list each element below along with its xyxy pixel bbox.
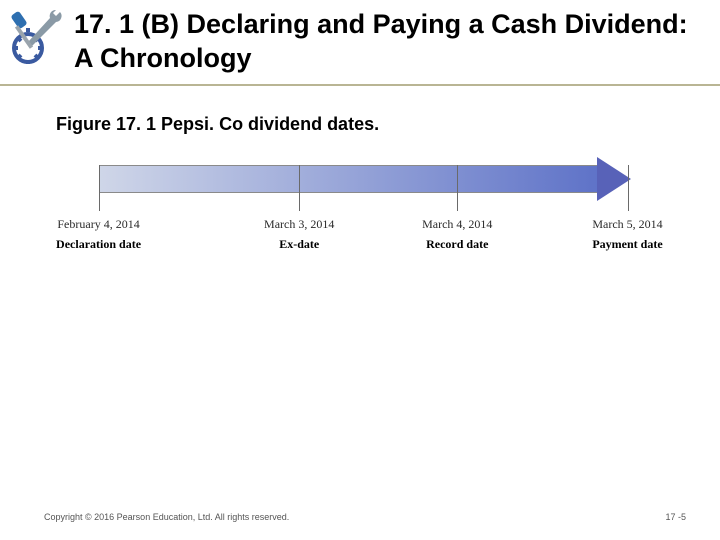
timeline-date: March 5, 2014	[592, 217, 662, 232]
header: 17. 1 (B) Declaring and Paying a Cash Di…	[0, 0, 720, 86]
timeline-tick	[299, 165, 300, 211]
timeline-date: March 4, 2014	[422, 217, 492, 232]
timeline-tick	[457, 165, 458, 211]
timeline-arrow-head	[597, 157, 631, 201]
wrench-icon	[28, 10, 62, 46]
timeline-label: Declaration date	[56, 237, 141, 252]
timeline-tick	[99, 165, 100, 211]
timeline-tick	[628, 165, 629, 211]
timeline-label: Ex-date	[279, 237, 319, 252]
slide-title: 17. 1 (B) Declaring and Paying a Cash Di…	[74, 6, 700, 76]
figure-caption: Figure 17. 1 Pepsi. Co dividend dates.	[0, 86, 720, 135]
slide: 17. 1 (B) Declaring and Paying a Cash Di…	[0, 0, 720, 540]
page-number: 17 -5	[665, 512, 686, 522]
timeline: February 4, 2014 Declaration date March 3,…	[56, 165, 664, 285]
timeline-arrow-body	[99, 165, 598, 193]
footer: Copyright © 2016 Pearson Education, Ltd.…	[0, 512, 720, 522]
timeline-label: Payment date	[592, 237, 662, 252]
timeline-date: February 4, 2014	[57, 217, 139, 232]
timeline-date: March 3, 2014	[264, 217, 334, 232]
timeline-label: Record date	[426, 237, 488, 252]
copyright-text: Copyright © 2016 Pearson Education, Ltd.…	[44, 512, 289, 522]
tools-logo	[10, 8, 66, 64]
